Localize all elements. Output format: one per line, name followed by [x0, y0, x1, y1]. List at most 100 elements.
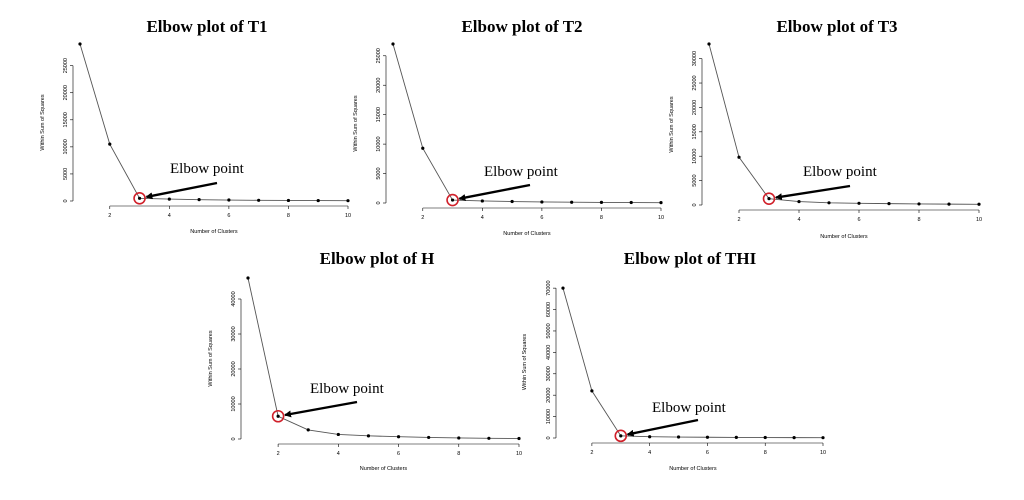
data-point — [792, 436, 796, 440]
y-tick-label: 40000 — [546, 345, 552, 360]
data-point — [570, 200, 574, 204]
data-point — [821, 436, 825, 440]
data-point — [457, 436, 461, 440]
x-axis-label: Number of Clusters — [820, 234, 868, 240]
y-axis-label: Within Sum of Squares — [208, 330, 214, 386]
data-point — [286, 198, 291, 203]
x-axis-label: Number of Clusters — [503, 231, 551, 237]
y-tick-label: 25000 — [692, 75, 698, 90]
y-tick-label: 20000 — [63, 85, 69, 100]
data-point — [857, 201, 861, 205]
series-line — [708, 43, 980, 205]
x-tick-label: 4 — [481, 215, 484, 221]
data-point — [227, 198, 231, 202]
elbow-point-annotation: Elbow point — [652, 400, 727, 416]
elbow-highlight-ring — [446, 193, 459, 207]
y-tick-label: 20000 — [546, 388, 552, 403]
data-point — [977, 202, 981, 206]
chart-panel-1: Elbow plot of T1 2 4 6 8 10 Number of Clusters… — [40, 17, 351, 235]
data-point — [336, 432, 340, 437]
data-point — [540, 200, 544, 204]
elbow-highlight-ring — [614, 429, 628, 443]
data-point — [797, 199, 801, 204]
y-tick-label: 20000 — [692, 100, 698, 115]
chart-title: Elbow plot of T1 — [146, 17, 267, 36]
y-tick-label: 10000 — [546, 409, 552, 424]
x-tick-label: 4 — [337, 451, 340, 457]
x-tick-label: 2 — [737, 217, 740, 223]
y-tick-label: 10000 — [231, 396, 237, 411]
data-point — [366, 434, 371, 438]
y-tick-label: 10000 — [692, 149, 698, 164]
chart-title: Elbow plot of H — [320, 249, 435, 268]
chart-panel-2: Elbow plot of T2 2 4 6 8 10 Number of Clusters… — [353, 17, 664, 237]
series-line — [247, 277, 520, 439]
chart-title: Elbow plot of T2 — [461, 17, 582, 36]
x-axis-label: Number of Clusters — [669, 466, 717, 472]
y-tick-label: 30000 — [546, 366, 552, 381]
data-point — [421, 146, 425, 150]
y-tick-label: 15000 — [692, 124, 698, 139]
data-point — [480, 199, 484, 203]
y-tick-label: 25000 — [63, 58, 69, 73]
series-line — [79, 43, 349, 202]
x-axis-label: Number of Clusters — [190, 229, 238, 235]
data-point — [561, 286, 565, 290]
x-tick-label: 8 — [287, 213, 290, 219]
data-point — [391, 42, 395, 46]
elbow-point-annotation: Elbow point — [484, 164, 559, 180]
y-tick-label: 10000 — [63, 139, 69, 154]
data-point — [676, 435, 681, 439]
data-point — [78, 42, 82, 46]
data-point — [599, 200, 604, 205]
x-tick-label: 6 — [540, 215, 543, 221]
data-point — [590, 389, 594, 393]
y-tick-label: 0 — [63, 199, 69, 202]
data-point — [276, 414, 280, 418]
y-tick-label: 25000 — [376, 48, 382, 63]
data-point — [707, 42, 711, 46]
x-tick-label: 8 — [457, 451, 460, 457]
data-point — [246, 276, 250, 280]
data-point — [510, 199, 514, 204]
y-tick-label: 15000 — [376, 107, 382, 122]
x-tick-label: 2 — [277, 451, 280, 457]
elbow-arrow — [626, 418, 699, 437]
data-point — [705, 435, 710, 439]
data-point — [887, 202, 891, 206]
chart-panel-3: Elbow plot of T3 2 4 6 8 10 Number of Clusters… — [669, 17, 982, 240]
y-tick-label: 5000 — [692, 174, 698, 186]
elbow-arrow — [284, 400, 358, 418]
y-tick-label: 30000 — [692, 51, 698, 66]
elbow-highlight-ring — [762, 192, 776, 205]
chart-panel-5: Elbow plot of THI 2 4 6 8 10 Number of Cluster… — [522, 249, 826, 472]
data-point — [450, 198, 455, 202]
data-point — [619, 434, 623, 438]
data-point — [108, 142, 112, 146]
x-tick-label: 4 — [648, 450, 651, 456]
y-tick-label: 0 — [692, 203, 698, 206]
y-tick-label: 0 — [376, 201, 382, 204]
y-tick-label: 20000 — [376, 78, 382, 93]
data-point — [517, 436, 521, 441]
y-tick-label: 40000 — [231, 291, 237, 306]
data-point — [767, 197, 771, 201]
x-axis-label: Number of Clusters — [360, 466, 408, 472]
elbow-highlight-ring — [133, 191, 146, 205]
x-tick-label: 6 — [706, 450, 709, 456]
elbow-highlight-ring — [271, 409, 285, 423]
x-tick-label: 10 — [820, 450, 826, 456]
y-tick-label: 15000 — [63, 112, 69, 127]
x-tick-label: 10 — [516, 451, 522, 457]
y-axis-label: Within Sum of Squares — [522, 334, 528, 390]
y-tick-label: 70000 — [546, 280, 552, 295]
y-tick-label: 60000 — [546, 302, 552, 317]
y-tick-label: 5000 — [376, 167, 382, 179]
data-point — [737, 155, 741, 159]
x-tick-label: 8 — [764, 450, 767, 456]
data-point — [659, 201, 663, 205]
chart-title: Elbow plot of T3 — [776, 17, 897, 36]
y-tick-label: 50000 — [546, 323, 552, 338]
elbow-arrow — [774, 184, 851, 201]
elbow-point-annotation: Elbow point — [170, 161, 245, 177]
